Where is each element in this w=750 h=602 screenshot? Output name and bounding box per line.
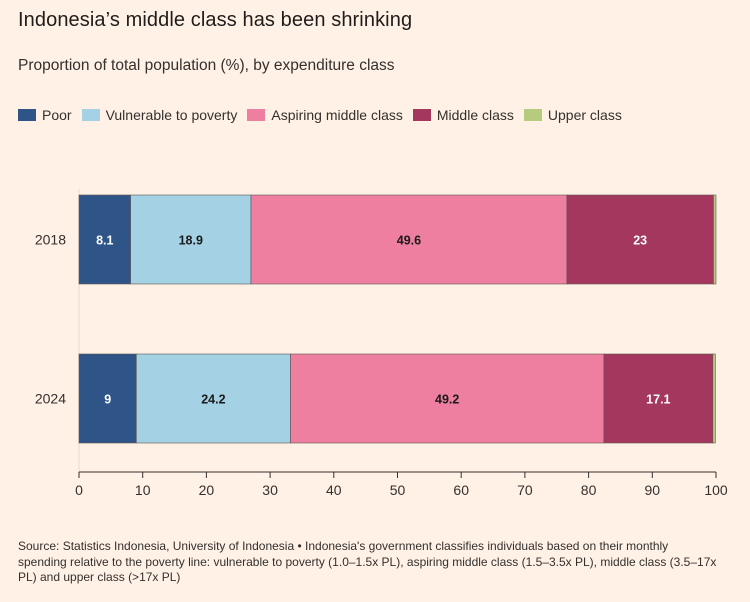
legend-label: Middle class xyxy=(436,107,514,123)
data-label: 8.1 xyxy=(96,234,113,248)
x-tick-label: 60 xyxy=(453,482,469,498)
legend-item: Aspiring middle class xyxy=(247,107,403,123)
data-label: 9 xyxy=(104,393,111,407)
legend-item: Vulnerable to poverty xyxy=(81,107,238,123)
bar-segment xyxy=(250,194,568,285)
data-label: 23 xyxy=(633,234,647,248)
x-tick-label: 90 xyxy=(645,482,661,498)
x-tick-label: 80 xyxy=(581,482,597,498)
legend-label: Vulnerable to poverty xyxy=(105,107,238,123)
bar-segment xyxy=(290,353,605,444)
legend-swatch xyxy=(412,109,431,121)
bar-segment xyxy=(713,194,717,285)
bar-segment xyxy=(566,194,714,285)
category-label: 2024 xyxy=(35,391,66,407)
legend: Poor Vulnerable to poverty Aspiring middle… xyxy=(18,107,632,123)
source-note: Source: Statistics Indonesia, University… xyxy=(18,539,717,584)
data-label: 24.2 xyxy=(201,393,225,407)
x-tick-label: 100 xyxy=(704,482,728,498)
x-tick-label: 70 xyxy=(517,482,533,498)
bar-segment xyxy=(136,353,291,444)
legend-item: Middle class xyxy=(412,107,514,123)
legend-item: Poor xyxy=(18,107,72,123)
legend-swatch xyxy=(18,109,36,121)
data-label: 49.6 xyxy=(397,234,421,248)
legend-label: Aspiring middle class xyxy=(271,107,403,123)
bar-segment xyxy=(712,353,716,444)
category-label: 2018 xyxy=(35,232,66,248)
x-tick-label: 0 xyxy=(75,482,83,498)
stacked-bar-chart: 2018 8.1 18.9 49.6 23 2024 9 24.2 49.2 17.1 0 10 20 3… xyxy=(35,189,728,498)
chart-subtitle: Proportion of total population (%), by e… xyxy=(18,57,395,74)
legend-swatch xyxy=(81,109,100,121)
data-label: 17.1 xyxy=(646,393,670,407)
bar-segment xyxy=(603,353,714,444)
data-label: 49.2 xyxy=(435,393,459,407)
x-tick-label: 20 xyxy=(199,482,215,498)
legend-swatch xyxy=(523,109,542,121)
legend-swatch xyxy=(247,109,266,121)
bar-segment xyxy=(130,194,252,285)
data-label: 18.9 xyxy=(179,234,203,248)
legend-label: Poor xyxy=(42,107,72,123)
x-tick-label: 10 xyxy=(135,482,151,498)
legend-label: Upper class xyxy=(547,107,622,123)
legend-item: Upper class xyxy=(523,107,622,123)
x-tick-label: 30 xyxy=(262,482,278,498)
chart-title: Indonesia’s middle class has been shrink… xyxy=(18,9,413,31)
x-tick-label: 40 xyxy=(326,482,342,498)
x-tick-label: 50 xyxy=(390,482,406,498)
bar-segment xyxy=(78,194,131,285)
